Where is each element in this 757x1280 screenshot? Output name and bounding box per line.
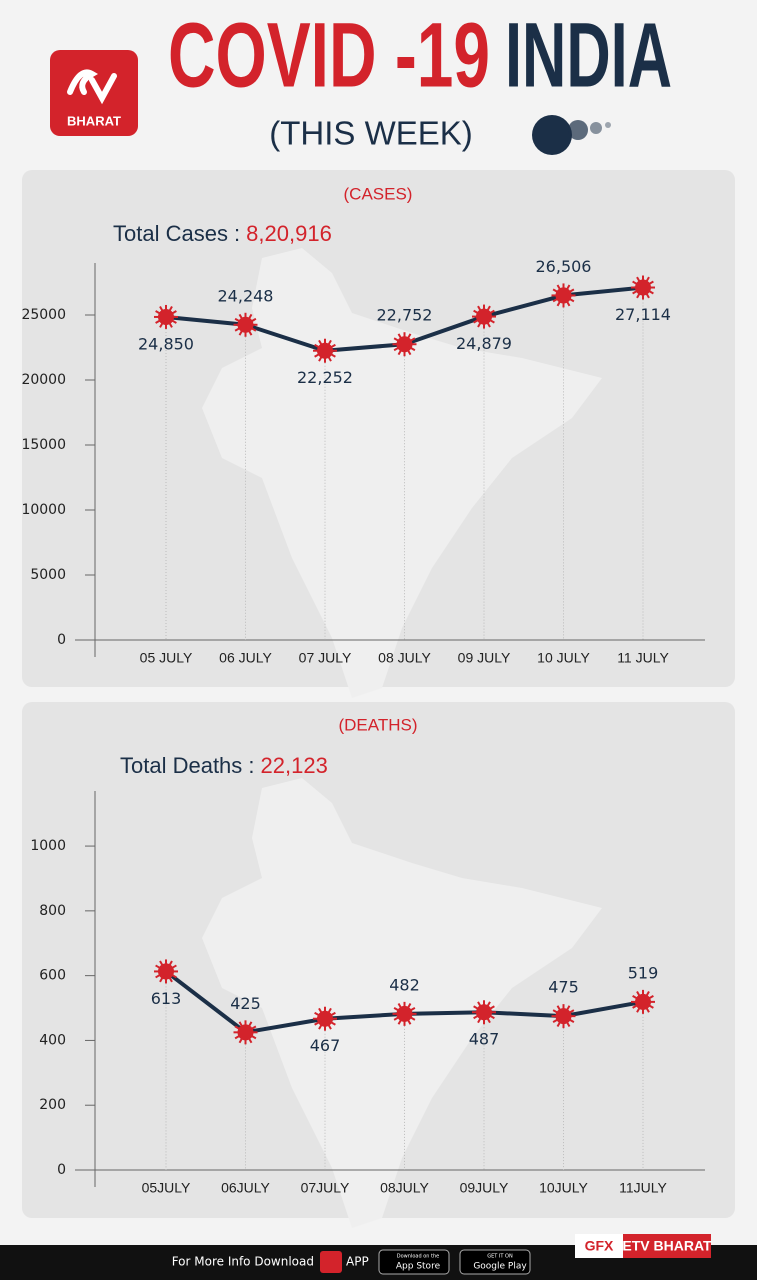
marker [472,304,496,329]
marker-core [635,279,651,296]
badge-small: GET IT ON [487,1254,513,1260]
marker [631,989,655,1014]
marker [551,283,576,308]
y-tick-label: 0 [57,1162,66,1178]
brand: ETV BHARAT [622,1238,712,1254]
marker-core [317,1010,333,1027]
logo-text: BHARAT [67,113,121,128]
data-label: 27,114 [615,305,671,324]
data-label: 22,252 [297,368,353,387]
x-tick-label: 10 JULY [537,650,590,666]
total-label: Total Cases : [113,221,240,246]
marker [154,959,178,984]
x-tick-label: 09JULY [460,1180,509,1196]
marker [392,1001,417,1026]
marker-core [555,287,572,304]
x-tick-label: 05 JULY [140,650,193,666]
marker-core [555,1008,572,1025]
marker-core [237,1024,254,1041]
marker [233,1020,258,1045]
data-label: 425 [230,994,261,1013]
x-tick-label: 11 JULY [617,650,669,666]
data-label: 24,248 [218,286,274,305]
x-tick-label: 08 JULY [378,650,431,666]
gfx-box [575,1234,623,1258]
marker [392,332,417,357]
marker [551,1004,576,1029]
marker [313,1006,337,1031]
data-label: 519 [628,963,659,982]
marker [233,312,258,337]
x-tick-label: 06JULY [221,1180,270,1196]
logo-box [50,50,138,136]
marker-core [317,342,333,359]
marker-core [476,308,492,325]
badge-text: Google Play [473,1262,527,1272]
badge-small: Download on the [397,1254,439,1260]
marker [313,338,337,363]
data-label: 467 [310,1036,341,1055]
x-tick-label: 07JULY [301,1180,350,1196]
chart-title: (CASES) [344,184,413,203]
x-tick-label: 05JULY [142,1180,191,1196]
total-label: Total Deaths : [120,753,255,778]
y-tick-label: 15000 [21,437,66,453]
title-red: COVID -19 [168,4,490,106]
data-label: 482 [389,975,420,994]
y-tick-label: 5000 [30,567,66,583]
x-tick-label: 07 JULY [299,650,352,666]
marker-core [158,963,174,980]
logo-mark [67,69,117,105]
y-tick-label: 25000 [21,307,66,323]
data-label: 613 [151,989,182,1008]
app-logo [320,1251,342,1273]
google-play-badge[interactable] [459,1249,531,1275]
brand-box [623,1234,711,1258]
y-tick-label: 600 [39,968,66,984]
data-label: 26,506 [536,257,592,276]
data-label: 22,752 [377,306,433,325]
subtitle: (THIS WEEK) [269,115,473,152]
x-tick-label: 09 JULY [458,650,511,666]
app-store-badge[interactable] [378,1249,450,1275]
total-value: 8,20,916 [246,221,332,246]
y-tick-label: 1000 [30,838,66,854]
data-label: 24,879 [456,334,512,353]
title-blue: INDIA [505,4,672,106]
map [202,778,602,1228]
gfx: GFX [585,1238,614,1254]
x-tick-label: 08JULY [380,1180,429,1196]
y-tick-label: 20000 [21,372,66,388]
marker [154,304,178,329]
x-tick-label: 10JULY [539,1180,588,1196]
marker-core [158,308,174,325]
marker-core [635,993,651,1010]
marker-core [396,1005,413,1022]
virus-icon [532,115,611,155]
map [202,248,602,698]
footer-app: APP [346,1255,369,1269]
x-tick-label: 06 JULY [219,650,272,666]
footer-info: For More Info Download [172,1255,314,1269]
chart-title: (DEATHS) [338,715,417,734]
y-tick-label: 0 [57,632,66,648]
data-label: 24,850 [138,334,194,353]
marker-core [476,1004,492,1021]
y-tick-label: 10000 [21,502,66,518]
x-tick-label: 11JULY [619,1180,667,1196]
marker [631,275,655,300]
data-label: 475 [548,978,579,997]
marker-core [396,336,413,353]
total-value: 22,123 [261,753,328,778]
y-tick-label: 400 [39,1032,66,1048]
badge-text: App Store [396,1262,441,1272]
marker-core [237,316,254,333]
y-tick-label: 800 [39,903,66,919]
y-tick-label: 200 [39,1097,66,1113]
data-label: 487 [469,1030,500,1049]
marker [472,1000,496,1025]
